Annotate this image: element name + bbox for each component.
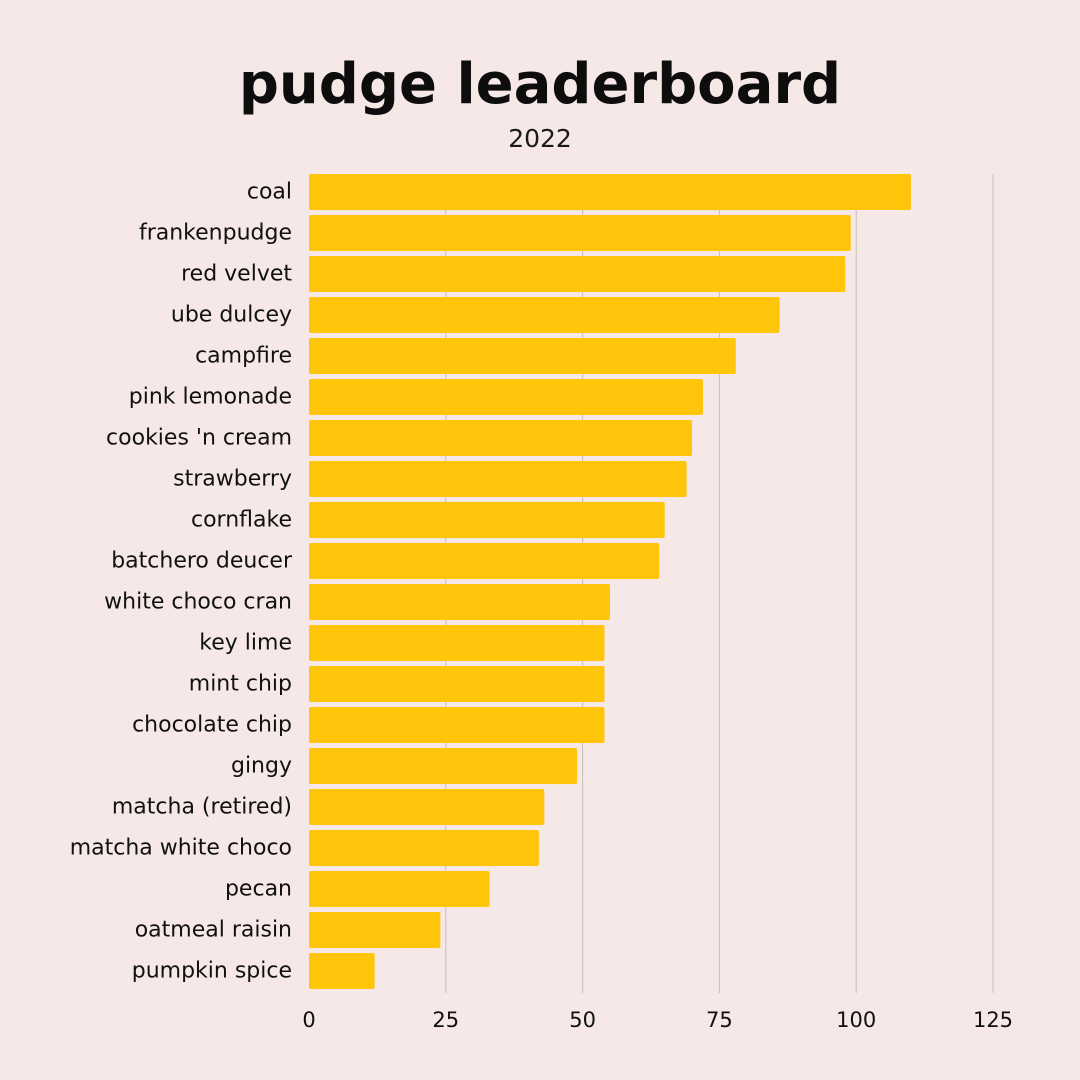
- bar: [309, 625, 605, 661]
- chart-title: pudge leaderboard: [238, 52, 842, 117]
- category-label: pink lemonade: [129, 385, 292, 410]
- category-label: key lime: [199, 631, 292, 656]
- x-tick-label: 25: [432, 1008, 459, 1032]
- bar: [309, 953, 375, 989]
- x-tick-label: 125: [973, 1008, 1013, 1032]
- gridlines: [445, 174, 994, 993]
- category-label: chocolate chip: [132, 713, 292, 738]
- category-label: matcha white choco: [70, 836, 292, 861]
- category-label: cornflake: [191, 508, 292, 533]
- category-label: mint chip: [189, 672, 292, 697]
- x-tick-label: 0: [302, 1008, 315, 1032]
- bar: [309, 502, 665, 538]
- bar: [309, 912, 441, 948]
- category-label: red velvet: [181, 262, 292, 287]
- category-label: oatmeal raisin: [135, 918, 292, 943]
- bar: [309, 338, 736, 374]
- category-label: gingy: [231, 754, 292, 779]
- bar: [309, 297, 780, 333]
- bar: [309, 420, 693, 456]
- x-tick-label: 100: [836, 1008, 876, 1032]
- category-label: white choco cran: [104, 590, 292, 615]
- bar: [309, 871, 490, 907]
- category-label: pumpkin spice: [132, 959, 292, 984]
- category-label: frankenpudge: [139, 221, 292, 246]
- bars: [309, 174, 911, 989]
- bar: [309, 461, 687, 497]
- category-labels: coal frankenpudge red velvet ube dulcey camp…: [70, 180, 293, 984]
- chart-subtitle: 2022: [508, 124, 572, 153]
- category-label: batchero deucer: [111, 549, 293, 574]
- bar: [309, 379, 703, 415]
- bar: [309, 174, 911, 210]
- category-label: coal: [247, 180, 292, 205]
- bar: [309, 215, 851, 251]
- x-tick-label: 50: [569, 1008, 596, 1032]
- bar: [309, 748, 578, 784]
- category-label: cookies 'n cream: [106, 426, 292, 451]
- bar: [309, 830, 539, 866]
- category-label: campfire: [195, 344, 292, 369]
- category-label: ube dulcey: [171, 303, 292, 328]
- x-axis-ticks: 0 25 50 75 100 125: [302, 1008, 1013, 1032]
- bar: [309, 666, 605, 702]
- x-tick-label: 75: [706, 1008, 733, 1032]
- category-label: pecan: [225, 877, 292, 902]
- bar: [309, 543, 660, 579]
- bar: [309, 584, 610, 620]
- category-label: matcha (retired): [112, 795, 292, 820]
- bar: [309, 789, 545, 825]
- bar: [309, 256, 846, 292]
- category-label: strawberry: [173, 467, 292, 492]
- bar: [309, 707, 605, 743]
